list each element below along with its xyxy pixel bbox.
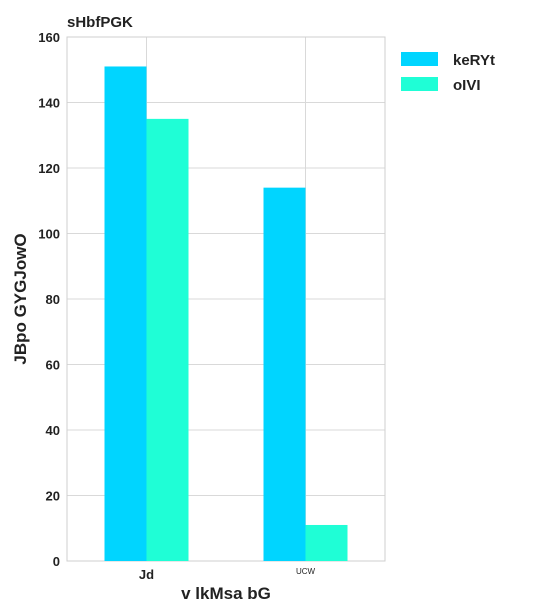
y-tick-label: 100: [38, 227, 60, 242]
x-tick-label: UCW: [296, 567, 316, 576]
x-axis-label: v lkMsa bG: [181, 584, 271, 603]
legend-swatch-oIVI: [401, 77, 438, 91]
y-axis-label: JBpo GYGJowO: [11, 233, 30, 364]
y-tick-label: 120: [38, 161, 60, 176]
bar-keRYt-UCW: [263, 187, 306, 561]
bar-oIVI-UCW: [305, 524, 348, 561]
x-tick-labels: Jd UCW: [139, 567, 316, 582]
bar-keRYt-Jd: [104, 66, 147, 561]
y-tick-label: 60: [46, 358, 60, 373]
legend-swatch-keRYt: [401, 52, 438, 66]
legend-label-oIVI: oIVI: [453, 77, 481, 94]
x-tick-label: Jd: [139, 567, 154, 582]
y-tick-label: 0: [53, 554, 60, 569]
legend-label-keRYt: keRYt: [453, 52, 495, 69]
plot-frame: [66, 36, 386, 562]
bars: [104, 66, 348, 561]
bar-oIVI-Jd: [146, 118, 189, 561]
y-tick-label: 20: [46, 489, 60, 504]
y-tick-label: 160: [38, 30, 60, 45]
y-tick-label: 80: [46, 292, 60, 307]
y-tick-labels: 0 20 40 60 80 100 120 140 160: [38, 30, 60, 569]
legend: keRYt oIVI: [401, 52, 495, 94]
chart-title: sHbfPGK: [67, 14, 133, 31]
y-tick-label: 40: [46, 423, 60, 438]
y-tick-label: 140: [38, 96, 60, 111]
